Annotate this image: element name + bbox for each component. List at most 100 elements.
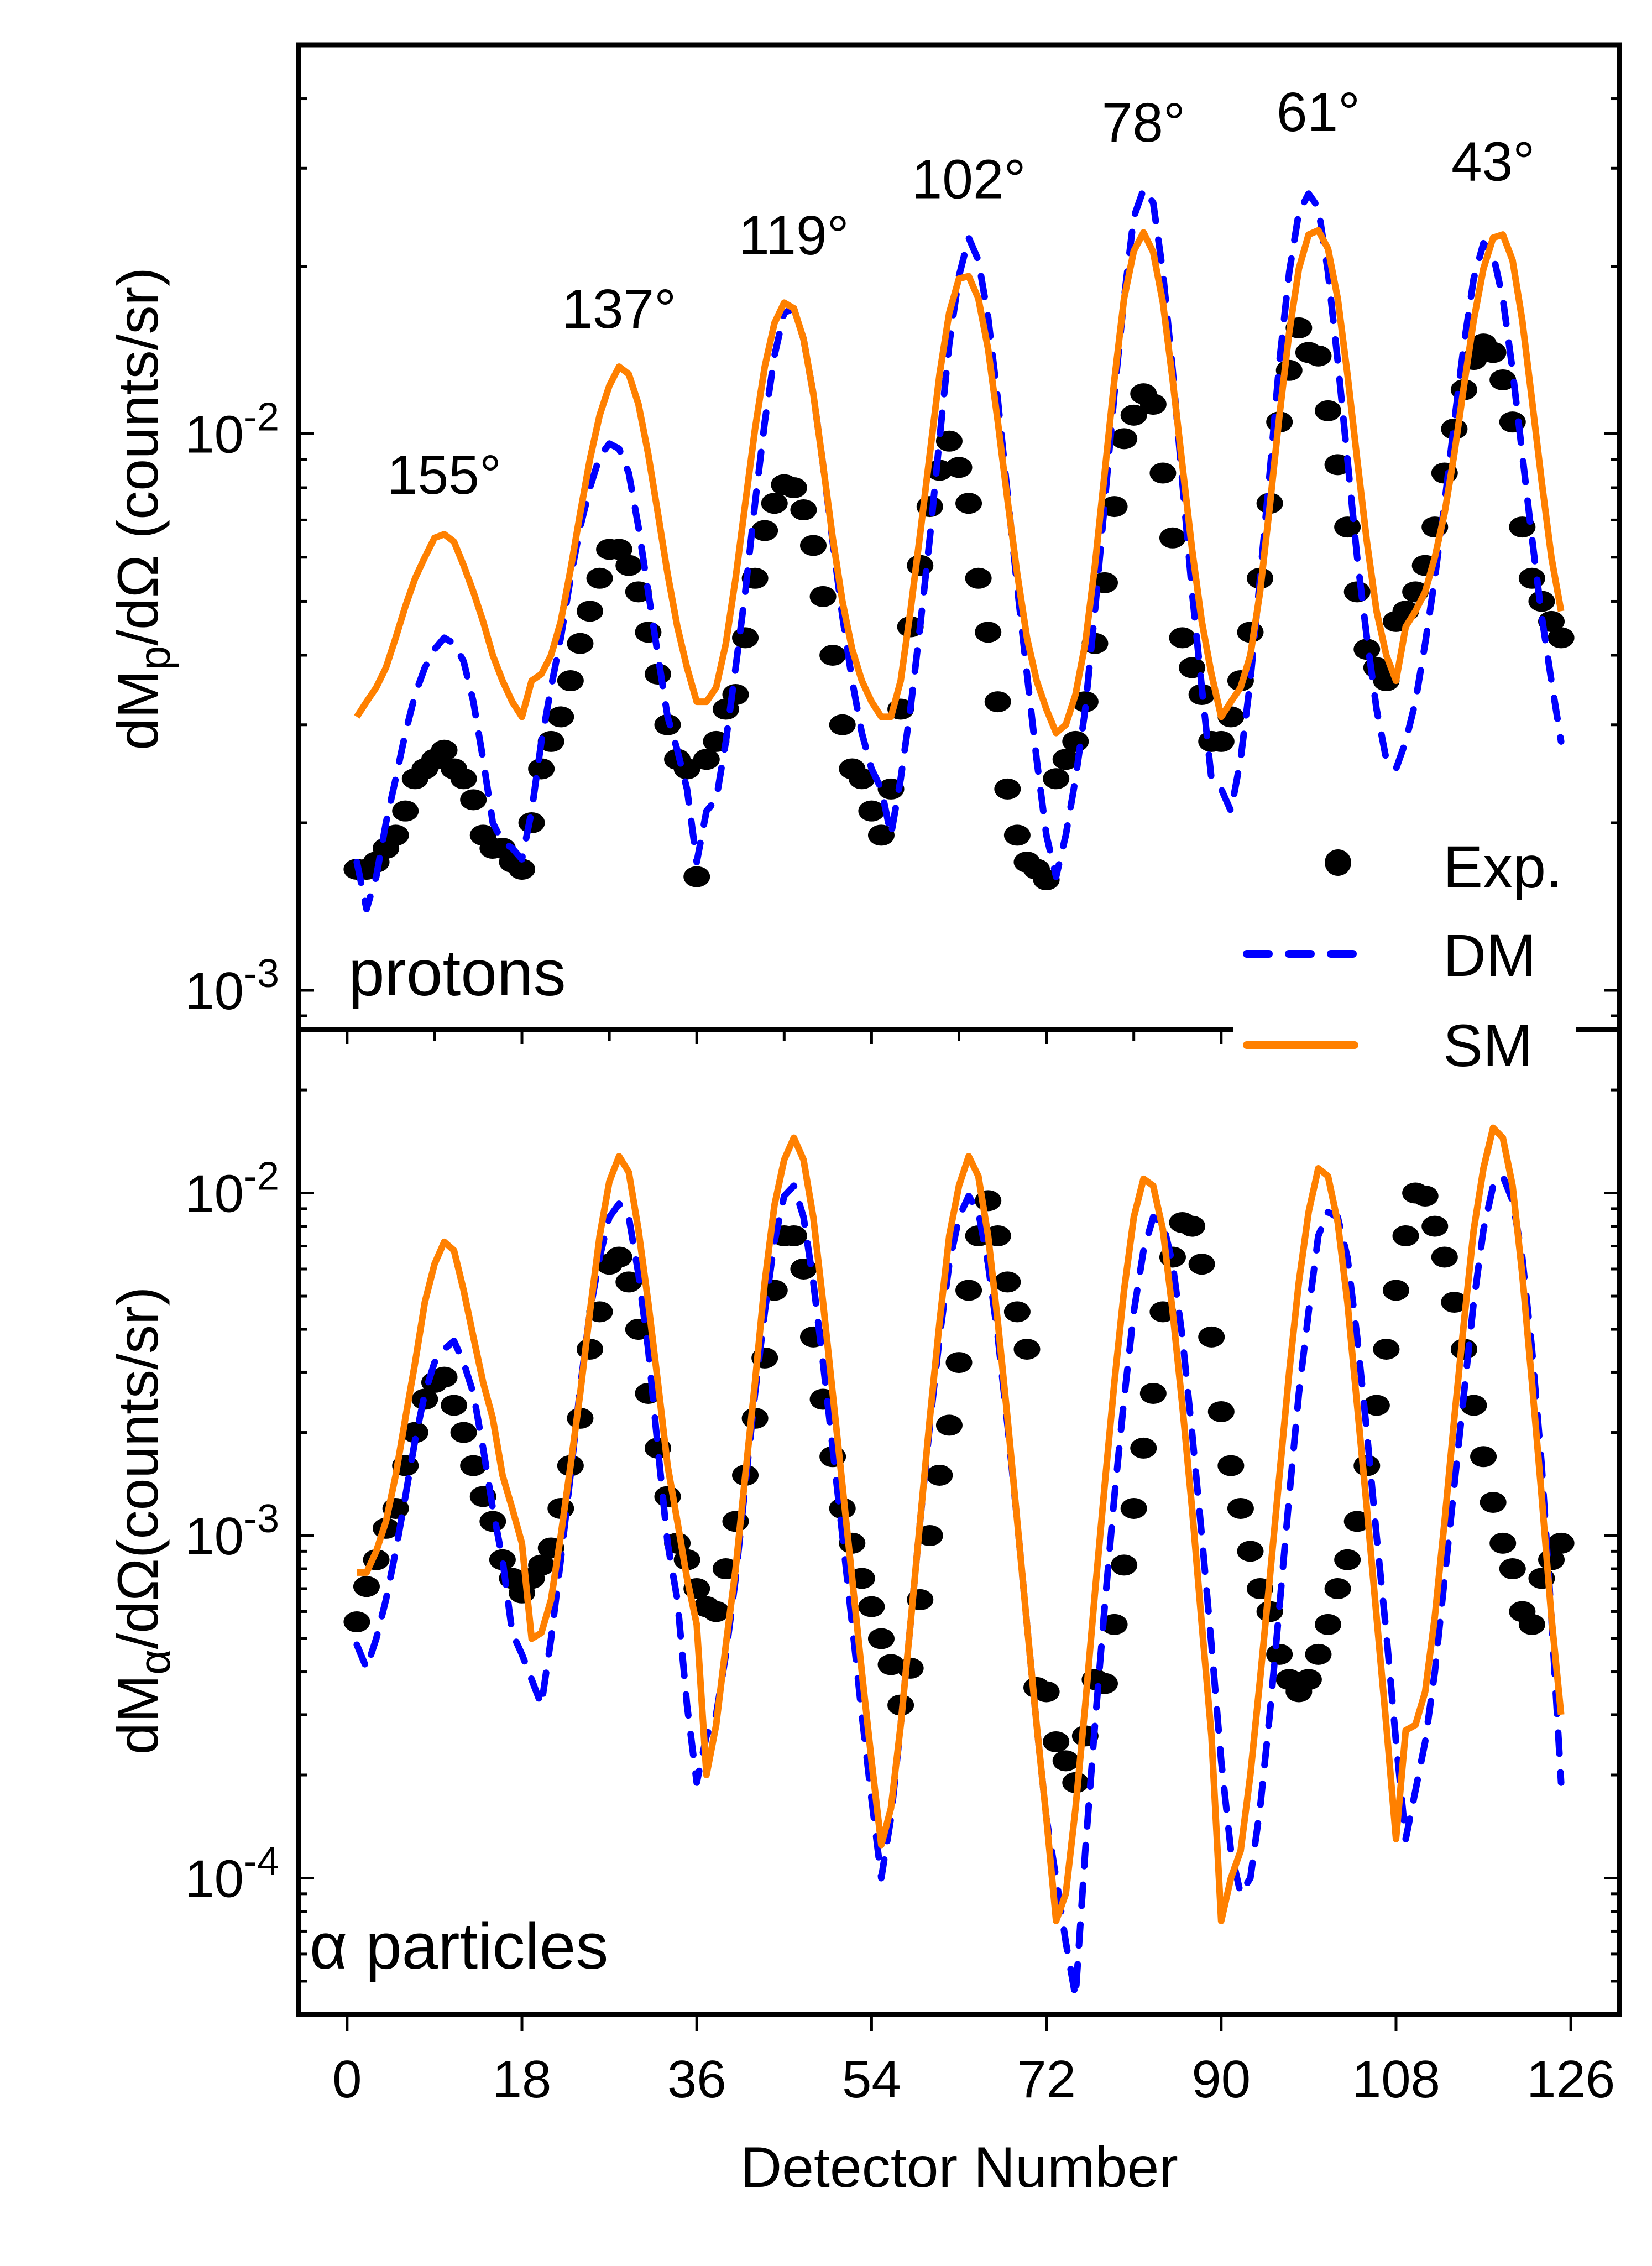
exp-data-point bbox=[858, 1596, 885, 1617]
exp-data-point bbox=[1013, 1338, 1041, 1360]
exp-data-point bbox=[547, 706, 574, 728]
exp-data-point bbox=[557, 670, 584, 692]
exp-data-point bbox=[489, 1549, 516, 1570]
angle-annotation: 61° bbox=[1277, 81, 1360, 143]
exp-data-point bbox=[780, 1225, 807, 1246]
exp-data-point bbox=[1101, 496, 1128, 518]
angle-annotation: 155° bbox=[387, 444, 501, 506]
angle-annotations: 155° 137° 119° 102° 78° 61° 43° bbox=[387, 81, 1535, 506]
exp-data-point bbox=[1111, 428, 1138, 450]
x-tick-label: 126 bbox=[1526, 2050, 1615, 2109]
dm-series-line bbox=[353, 1173, 1565, 2001]
exp-data-point bbox=[528, 758, 555, 780]
exp-data-point bbox=[1198, 1326, 1225, 1348]
exp-data-point bbox=[809, 586, 837, 607]
exp-data-point bbox=[1489, 369, 1517, 390]
exp-data-point bbox=[975, 622, 1002, 643]
exp-data-point bbox=[761, 1280, 788, 1301]
exp-data-point bbox=[935, 430, 963, 452]
legend-marker-exp bbox=[1325, 849, 1351, 876]
series-group bbox=[343, 1124, 1575, 2001]
x-tick-label: 0 bbox=[332, 2050, 362, 2109]
exp-data-point bbox=[965, 567, 992, 589]
exp-data-point bbox=[1295, 1669, 1322, 1690]
exp-data-point bbox=[1120, 1497, 1147, 1519]
protons-plot-area bbox=[343, 186, 1575, 912]
exp-data-point bbox=[1421, 1215, 1449, 1237]
exp-data-point bbox=[1188, 1254, 1215, 1275]
exp-data-point bbox=[1363, 1395, 1390, 1416]
exp-data-point bbox=[1139, 1382, 1167, 1404]
exp-data-point bbox=[829, 714, 856, 735]
exp-data-point bbox=[1470, 1446, 1497, 1468]
exp-data-point bbox=[528, 1554, 555, 1576]
exp-data-point bbox=[1139, 394, 1167, 415]
exp-data-point bbox=[1548, 1532, 1575, 1554]
exp-data-point bbox=[1441, 1292, 1468, 1313]
exp-data-point bbox=[1382, 1280, 1409, 1301]
exp-data-point bbox=[955, 493, 982, 514]
exp-data-point bbox=[1101, 1614, 1128, 1635]
exp-data-point bbox=[1003, 824, 1031, 846]
exp-data-point bbox=[1518, 567, 1545, 589]
exp-data-point bbox=[605, 1246, 632, 1268]
exp-data-point bbox=[1518, 1614, 1545, 1635]
y-tick-label: 10-3 bbox=[185, 952, 279, 1021]
exp-data-point bbox=[1033, 1681, 1060, 1703]
exp-data-point bbox=[1071, 691, 1099, 713]
exp-data-point bbox=[576, 601, 603, 622]
alpha-panel-label: α particles bbox=[310, 1910, 608, 1983]
exp-data-point bbox=[1489, 1532, 1517, 1554]
exp-data-point bbox=[1237, 1541, 1264, 1562]
exp-data-point bbox=[1120, 404, 1147, 426]
x-tick-label: 108 bbox=[1352, 2050, 1440, 2109]
exp-data-point bbox=[800, 535, 827, 556]
exp-data-point bbox=[994, 778, 1021, 800]
exp-data-point bbox=[683, 866, 710, 887]
exp-data-point bbox=[353, 1576, 380, 1597]
exp-data-point bbox=[1227, 1497, 1254, 1519]
series-group bbox=[343, 186, 1575, 912]
exp-data-point bbox=[567, 633, 594, 654]
exp-data-point bbox=[1052, 1750, 1079, 1772]
exp-data-point bbox=[867, 824, 895, 846]
alpha-axes: 10-2 10-3 10-4 0 18 36 54 72 90 108 126 bbox=[185, 1027, 1622, 2109]
exp-data-point bbox=[1334, 1549, 1361, 1570]
exp-data-point bbox=[1043, 768, 1070, 790]
x-tick-label: 18 bbox=[493, 2050, 552, 2109]
exp-data-point bbox=[1305, 345, 1332, 367]
exp-data-point bbox=[1373, 1338, 1400, 1360]
exp-data-point bbox=[441, 1395, 468, 1416]
exp-data-point bbox=[1149, 462, 1177, 484]
exp-data-point bbox=[576, 1338, 603, 1360]
protons-y-axis-title: dMp/dΩ (counts/sr) bbox=[106, 267, 179, 750]
exp-data-point bbox=[605, 539, 632, 560]
exp-data-point bbox=[1159, 527, 1186, 549]
exp-data-point bbox=[450, 768, 477, 790]
exp-data-point bbox=[1266, 1643, 1293, 1665]
exp-data-point bbox=[460, 1455, 487, 1476]
exp-data-point bbox=[945, 1352, 973, 1374]
exp-data-point bbox=[615, 1271, 642, 1293]
legend: Exp. DM SM bbox=[1233, 829, 1576, 1084]
exp-data-point bbox=[1392, 1225, 1419, 1246]
x-tick-label: 72 bbox=[1017, 2050, 1076, 2109]
exp-data-point bbox=[1207, 730, 1235, 752]
exp-data-point bbox=[897, 1657, 924, 1679]
exp-data-point bbox=[1499, 1558, 1526, 1580]
exp-data-point bbox=[935, 1414, 963, 1436]
exp-data-point bbox=[848, 768, 875, 790]
exp-data-point bbox=[1324, 1578, 1351, 1599]
exp-data-point bbox=[722, 684, 749, 706]
exp-data-point bbox=[625, 1319, 652, 1340]
exp-data-point bbox=[1305, 1643, 1332, 1665]
exp-data-point bbox=[693, 749, 720, 770]
sm-series-line bbox=[354, 227, 1565, 737]
exp-data-point bbox=[1431, 1246, 1458, 1268]
x-tick-label: 54 bbox=[842, 2050, 901, 2109]
exp-data-point bbox=[460, 789, 487, 811]
exp-data-point bbox=[450, 1422, 477, 1443]
exp-data-point bbox=[1411, 1185, 1439, 1207]
